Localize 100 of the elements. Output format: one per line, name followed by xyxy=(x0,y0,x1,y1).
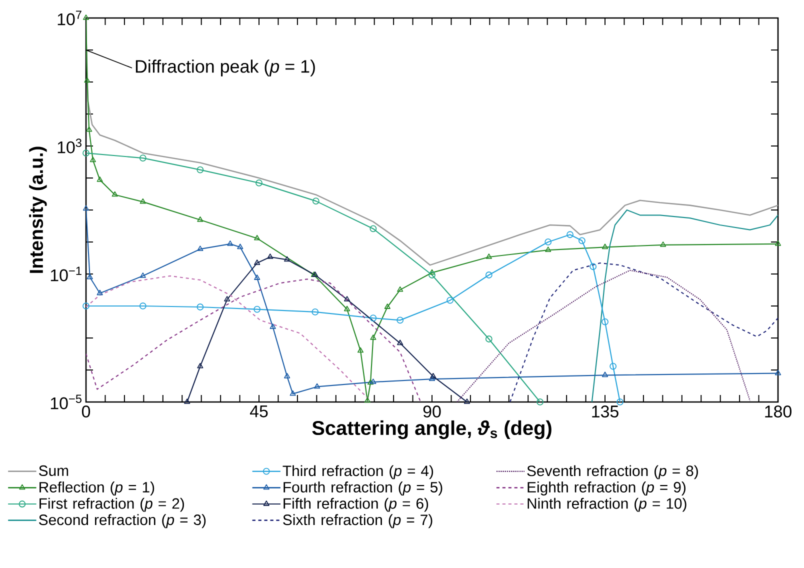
point xyxy=(139,154,146,162)
legend-label: Sum xyxy=(39,465,68,476)
point xyxy=(197,246,204,252)
point xyxy=(256,179,262,186)
x-axis-title: Scattering angle, ϑ$_{s}$ (deg) xyxy=(312,420,552,440)
point xyxy=(254,274,260,280)
line-series xyxy=(591,209,778,402)
point xyxy=(139,302,146,310)
point xyxy=(270,324,276,329)
legend-label: First refraction (p = 2) xyxy=(40,498,184,512)
point xyxy=(774,370,782,376)
point xyxy=(485,272,492,278)
point xyxy=(364,397,370,403)
annotation: Diffraction peak (p = 1) xyxy=(136,60,315,76)
legend-label: Second refraction (p = 3) xyxy=(39,514,206,528)
legend-label: Fifth refraction (p = 6) xyxy=(284,498,428,512)
y-axis-title: Intensity (a.u.) xyxy=(29,146,47,273)
point xyxy=(267,254,274,259)
point xyxy=(82,302,90,310)
legend-label: Fourth refraction (p = 5) xyxy=(284,482,442,496)
point xyxy=(616,398,624,406)
point xyxy=(370,225,377,232)
point xyxy=(397,340,404,346)
point xyxy=(84,77,90,83)
point xyxy=(254,260,260,265)
point xyxy=(536,398,544,406)
point xyxy=(660,241,666,247)
point xyxy=(254,234,260,240)
point xyxy=(312,198,320,205)
legend-label: Reflection (p = 1) xyxy=(40,482,154,496)
y-tick-label: 10$^{7}$ xyxy=(58,10,82,26)
legend-label: Sixth refraction (p = 7) xyxy=(283,514,432,528)
point xyxy=(140,198,146,204)
point xyxy=(82,150,90,157)
point xyxy=(237,244,244,250)
point xyxy=(370,314,377,322)
line-series xyxy=(510,262,778,402)
point xyxy=(430,372,436,378)
legend-label: Ninth refraction (p = 10) xyxy=(528,498,686,512)
point xyxy=(86,126,92,132)
legend-label: Seventh refraction (p = 8) xyxy=(527,465,698,480)
y-tick-label: 10$^{−5}$ xyxy=(50,394,82,410)
point xyxy=(184,398,190,404)
point xyxy=(566,231,574,238)
x-tick-label: 135 xyxy=(592,406,618,418)
point xyxy=(290,390,296,396)
point xyxy=(86,274,93,280)
legend-label: Third refraction (p = 4) xyxy=(282,465,434,480)
point xyxy=(82,14,90,20)
point xyxy=(112,191,118,197)
point xyxy=(284,372,290,378)
point xyxy=(774,240,782,246)
point xyxy=(224,296,230,302)
point xyxy=(196,304,204,310)
point xyxy=(314,383,320,389)
point xyxy=(197,362,204,368)
point xyxy=(544,238,552,246)
point xyxy=(486,254,492,259)
point xyxy=(96,176,103,182)
point xyxy=(446,296,454,304)
point xyxy=(384,304,390,309)
line-series xyxy=(86,278,421,402)
x-tick-label: 0 xyxy=(82,406,90,418)
x-tick-label: 45 xyxy=(250,406,268,418)
point xyxy=(610,362,617,370)
point xyxy=(90,156,96,162)
point xyxy=(312,308,319,316)
point xyxy=(227,240,234,246)
point xyxy=(545,246,552,252)
line-series xyxy=(456,270,750,402)
point xyxy=(284,256,290,262)
point xyxy=(464,398,470,404)
legend-label: Eighth refraction (p = 9) xyxy=(528,482,686,496)
point xyxy=(602,372,608,378)
point xyxy=(140,272,146,278)
point xyxy=(197,216,204,222)
point xyxy=(370,334,376,340)
x-tick-label: 180 xyxy=(765,406,792,418)
point xyxy=(370,378,376,384)
point xyxy=(344,306,350,312)
point xyxy=(602,244,608,250)
point xyxy=(396,316,404,324)
point xyxy=(344,296,350,302)
point xyxy=(82,205,90,211)
point xyxy=(428,376,436,382)
y-tick-label: 10$^{3}$ xyxy=(58,138,82,154)
point xyxy=(590,263,597,270)
point xyxy=(428,272,436,278)
point xyxy=(357,347,364,353)
point xyxy=(367,379,374,385)
y-tick-label: 10$^{−1}$ xyxy=(50,266,82,282)
point xyxy=(485,336,492,342)
point xyxy=(428,269,436,275)
point xyxy=(196,166,204,174)
point xyxy=(602,318,608,326)
point xyxy=(254,306,261,313)
x-tick-label: 90 xyxy=(423,406,441,418)
point xyxy=(578,237,586,244)
point xyxy=(96,290,103,296)
point xyxy=(397,286,404,292)
